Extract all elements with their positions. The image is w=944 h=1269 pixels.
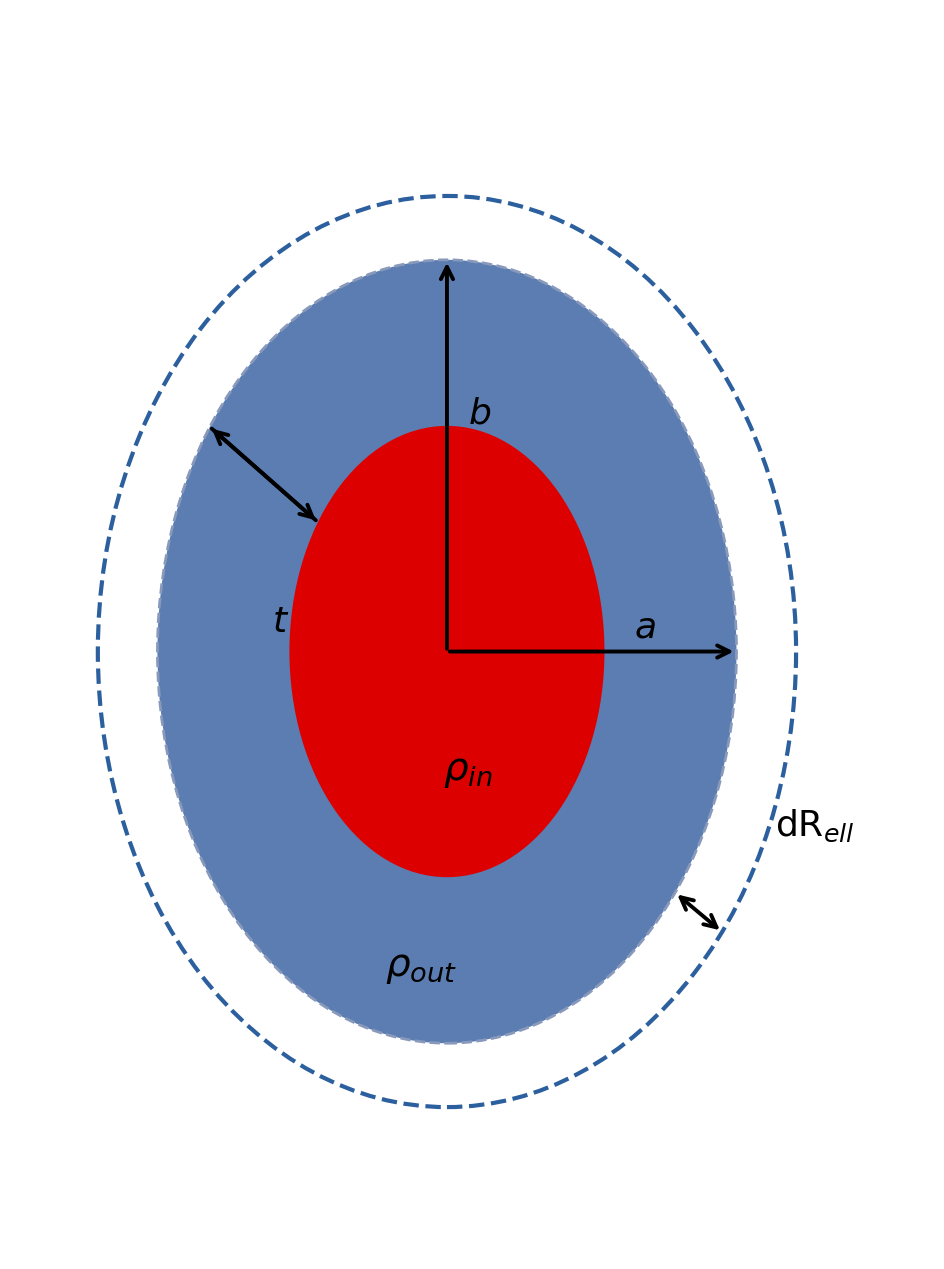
Text: $\rho_{in}$: $\rho_{in}$ [443,751,493,789]
Text: b: b [467,396,491,430]
Text: $\rho_{out}$: $\rho_{out}$ [385,948,457,986]
FancyArrowPatch shape [215,431,315,520]
Ellipse shape [158,260,735,1043]
Text: a: a [633,610,656,645]
Ellipse shape [289,426,604,877]
FancyArrowPatch shape [441,266,452,648]
FancyArrowPatch shape [449,646,729,657]
FancyArrowPatch shape [680,897,716,928]
Text: t: t [272,605,286,638]
Text: dR$_{ell}$: dR$_{ell}$ [774,808,853,844]
FancyArrowPatch shape [211,429,312,518]
